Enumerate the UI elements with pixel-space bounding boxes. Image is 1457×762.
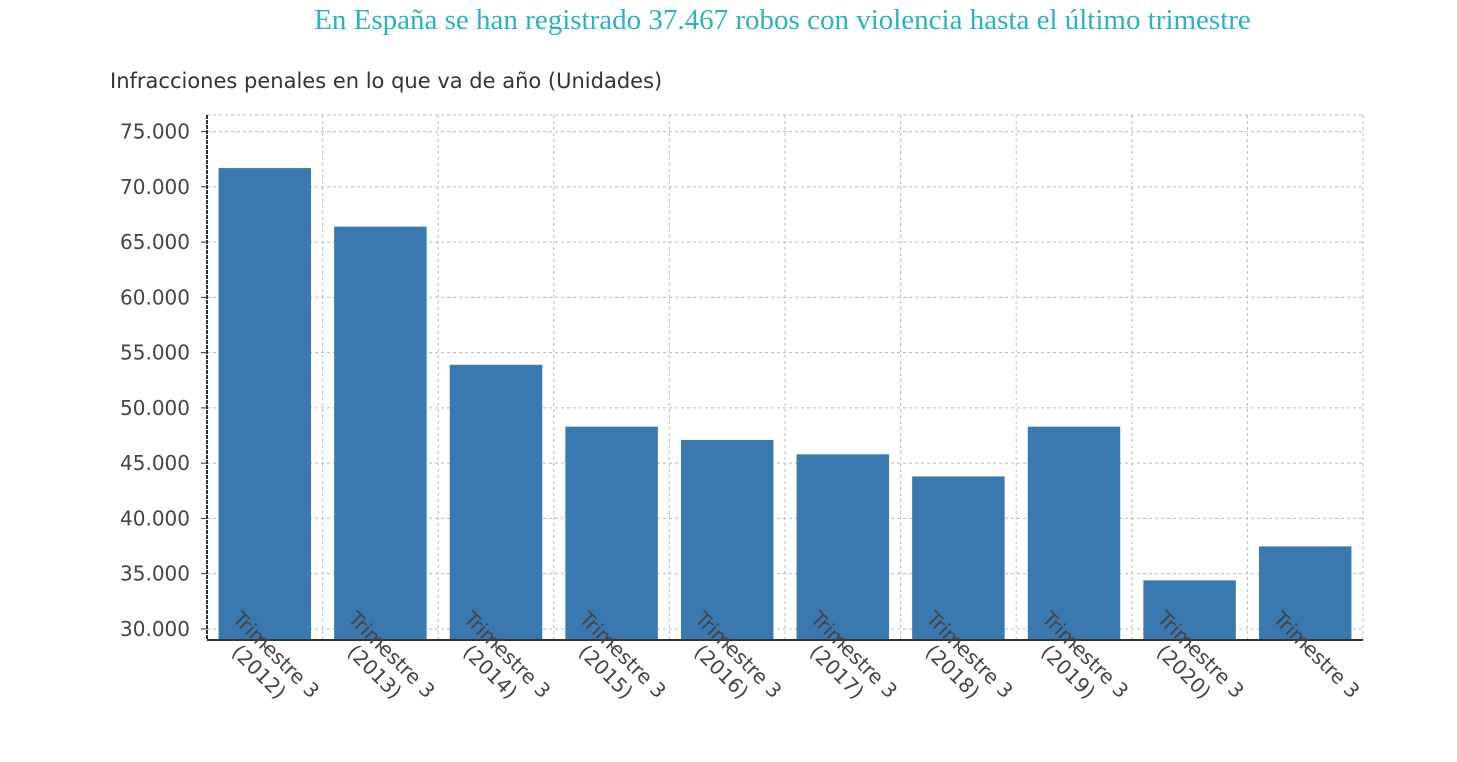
chart-subtitle: Infracciones penales en lo que va de año… [110,69,663,93]
y-tick-label: 50.000 [120,396,190,420]
y-tick-label: 70.000 [120,175,190,199]
bar [912,476,1005,640]
axes [201,115,1363,648]
bar [565,426,658,640]
y-tick-label: 30.000 [120,617,190,641]
bar [1143,580,1236,640]
y-tick-label: 40.000 [120,506,190,530]
y-tick-label: 60.000 [120,285,190,309]
y-tick-labels: 30.000 35.000 40.000 45.000 50.000 55.000 60.0… [120,120,190,641]
chart-title: En España se han registrado 37.467 robos… [314,4,1251,36]
bar [218,168,312,641]
bar [334,226,427,640]
bar [449,364,543,640]
y-tick-label: 75.000 [120,120,190,144]
bar [680,439,774,640]
y-tick-label: 65.000 [120,230,190,254]
y-tick-label: 55.000 [120,341,190,365]
y-tick-label: 45.000 [120,451,190,475]
bar [1027,426,1121,640]
y-tick-label: 35.000 [120,562,190,586]
bars [218,168,1352,641]
bar [1258,546,1352,640]
bar [796,454,890,640]
